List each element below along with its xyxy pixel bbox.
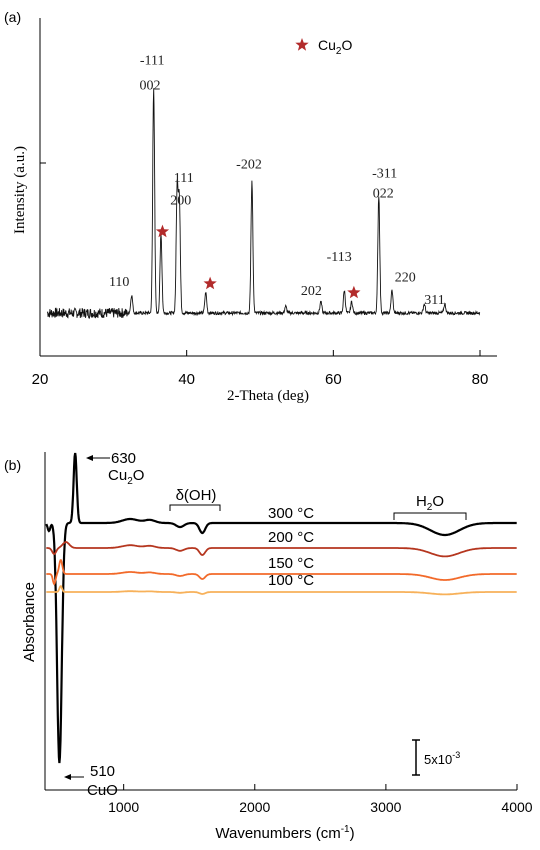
x-tick-label: 20 xyxy=(32,371,49,388)
x-tick-label: 1000 xyxy=(108,799,139,815)
peak-label: 311 xyxy=(424,293,444,308)
peak-label: 220 xyxy=(395,270,416,285)
annotation-510-compound: CuO xyxy=(87,782,118,799)
series-label: 300 °C xyxy=(268,505,314,522)
panel-a-x-axis-label: 2-Theta (deg) xyxy=(227,388,309,404)
series-label: 100 °C xyxy=(268,572,314,589)
x-tick-label: 80 xyxy=(472,371,489,388)
peak-label: 111 xyxy=(174,171,194,186)
cu2o-star-marker xyxy=(203,276,217,290)
peak-label: 022 xyxy=(373,187,394,202)
h2o-label: H2O xyxy=(416,493,444,513)
panel-b-axes xyxy=(44,452,517,791)
x-tick-label: 2000 xyxy=(239,799,270,815)
panel-b-label: (b) xyxy=(4,457,21,473)
x-tick-label: 4000 xyxy=(501,799,532,815)
panel-a-axes xyxy=(39,18,497,357)
cu2o-star-marker xyxy=(347,285,361,299)
h2o-bracket: H2O xyxy=(393,493,467,520)
ftir-spectra xyxy=(45,452,517,764)
delta-oh-bracket: δ(OH) xyxy=(169,487,221,511)
peak-label: 200 xyxy=(170,194,191,209)
peak-label: -202 xyxy=(236,157,262,172)
cu2o-star-marker xyxy=(155,224,170,238)
scale-bar: 5x10-3 xyxy=(412,739,460,776)
annotation-630-value: 630 xyxy=(111,450,136,467)
legend-star-marker xyxy=(295,38,309,51)
peak-label: 110 xyxy=(109,275,129,290)
spectrum-line xyxy=(46,585,517,596)
panel-a-label: (a) xyxy=(4,9,21,25)
panel-a-y-axis-label: Intensity (a.u.) xyxy=(12,146,28,234)
panel-b-y-axis-label: Absorbance xyxy=(21,582,38,662)
panel-b-x-axis-label: Wavenumbers (cm-1) xyxy=(215,824,354,842)
series-label: 150 °C xyxy=(268,555,314,572)
annotation-630: 630 Cu2O xyxy=(86,450,144,487)
xrd-pattern-line xyxy=(46,88,481,320)
peak-label: -111 xyxy=(140,53,165,68)
scale-bar-label: 5x10-3 xyxy=(424,750,460,767)
peak-label: 202 xyxy=(301,284,322,299)
series-label: 200 °C xyxy=(268,529,314,546)
peak-label: -311 xyxy=(372,166,397,181)
x-tick-label: 3000 xyxy=(370,799,401,815)
delta-oh-label: δ(OH) xyxy=(176,487,217,504)
peak-label: -113 xyxy=(327,250,352,265)
panel-a-peak-labels: 110 -111 002 111 200 -202 202 -113 -311 022 220 311 xyxy=(109,53,445,308)
spectrum-line xyxy=(45,452,517,764)
panel-a-legend: Cu2O xyxy=(295,37,352,57)
legend-label: Cu2O xyxy=(318,37,352,57)
peak-label: 002 xyxy=(140,78,161,93)
spectrum-line xyxy=(46,559,517,586)
panel-a-stars xyxy=(155,224,361,299)
x-tick-label: 60 xyxy=(325,371,342,388)
annotation-510: 510 CuO xyxy=(64,763,118,799)
annotation-510-value: 510 xyxy=(90,763,115,780)
panel-a-x-ticks: 20 40 60 80 xyxy=(32,350,489,388)
panel-b-x-ticks: 1000 2000 3000 4000 xyxy=(108,784,533,815)
annotation-630-compound: Cu2O xyxy=(108,467,144,487)
spectrum-line xyxy=(46,541,517,558)
x-tick-label: 40 xyxy=(178,371,195,388)
